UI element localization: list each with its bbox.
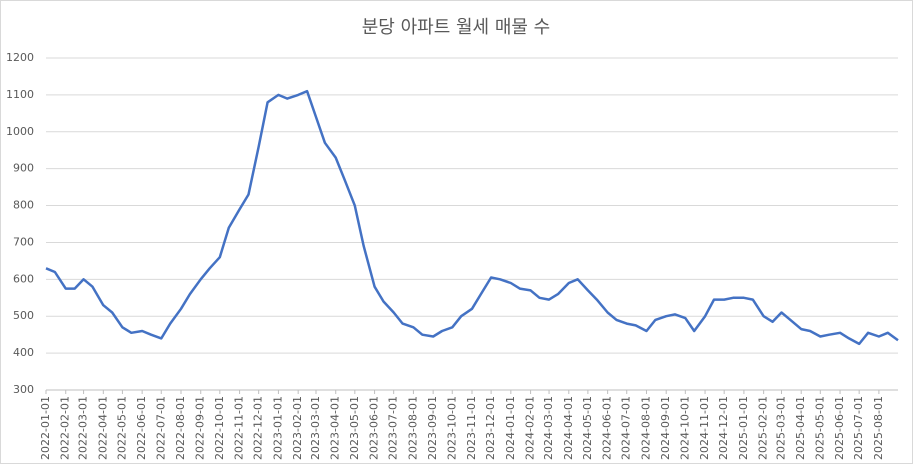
chart-title: 분당 아파트 월세 매물 수 — [362, 17, 551, 38]
x-tick-label: 2024-01-01 — [504, 396, 517, 460]
x-tick-label: 2024-10-01 — [678, 396, 691, 460]
x-tick-label: 2025-07-01 — [852, 396, 865, 460]
x-tick-label: 2025-08-01 — [872, 396, 885, 460]
x-tick-label: 2023-01-01 — [271, 396, 284, 460]
x-tick-label: 2023-02-01 — [291, 396, 304, 460]
x-tick-label: 2025-01-01 — [737, 396, 750, 460]
x-tick-label: 2023-09-01 — [426, 396, 439, 460]
x-tick-label: 2023-03-01 — [309, 396, 322, 460]
x-tick-label: 2025-04-01 — [794, 396, 807, 460]
x-tick-label: 2024-02-01 — [524, 396, 537, 460]
x-tick-label: 2022-10-01 — [213, 396, 226, 460]
x-tick-label: 2024-08-01 — [639, 396, 652, 460]
x-tick-label: 2022-07-01 — [154, 396, 167, 460]
x-tick-label: 2022-03-01 — [77, 396, 90, 460]
y-tick-label: 400 — [13, 346, 34, 359]
x-tick-label: 2024-09-01 — [659, 396, 672, 460]
y-tick-label: 300 — [13, 383, 34, 396]
x-tick-label: 2025-02-01 — [757, 396, 770, 460]
x-tick-label: 2023-07-01 — [387, 396, 400, 460]
x-tick-label: 2024-06-01 — [601, 396, 614, 460]
y-tick-label: 1200 — [6, 51, 34, 64]
y-tick-label: 800 — [13, 199, 34, 212]
x-tick-label: 2022-08-01 — [174, 396, 187, 460]
x-tick-label: 2024-07-01 — [620, 396, 633, 460]
y-tick-label: 500 — [13, 309, 34, 322]
x-tick-label: 2024-04-01 — [562, 396, 575, 460]
x-tick-label: 2023-11-01 — [465, 396, 478, 460]
x-tick-label: 2024-12-01 — [717, 396, 730, 460]
x-tick-label: 2025-03-01 — [774, 396, 787, 460]
x-tick-label: 2024-11-01 — [698, 396, 711, 460]
x-tick-label: 2023-05-01 — [348, 396, 361, 460]
x-tick-label: 2022-12-01 — [252, 396, 265, 460]
x-tick-label: 2022-02-01 — [59, 396, 72, 460]
y-tick-label: 600 — [13, 272, 34, 285]
x-tick-label: 2024-03-01 — [542, 396, 555, 460]
x-tick-label: 2023-10-01 — [445, 396, 458, 460]
x-tick-label: 2023-08-01 — [406, 396, 419, 460]
x-tick-label: 2023-04-01 — [329, 396, 342, 460]
y-tick-label: 1100 — [6, 88, 34, 101]
x-tick-label: 2022-04-01 — [96, 396, 109, 460]
x-tick-label: 2023-06-01 — [368, 396, 381, 460]
x-tick-label: 2022-06-01 — [135, 396, 148, 460]
y-tick-label: 700 — [13, 235, 34, 248]
y-tick-label: 1000 — [6, 125, 34, 138]
x-tick-label: 2024-05-01 — [581, 396, 594, 460]
data-line — [45, 89, 899, 346]
x-tick-label: 2022-11-01 — [233, 396, 246, 460]
x-tick-label: 2025-06-01 — [833, 396, 846, 460]
y-tick-label: 900 — [13, 162, 34, 175]
x-tick-label: 2022-05-01 — [115, 396, 128, 460]
x-tick-label: 2022-09-01 — [194, 396, 207, 460]
x-tick-label: 2023-12-01 — [484, 396, 497, 460]
x-tick-label: 2025-05-01 — [813, 396, 826, 460]
x-tick-label: 2022-01-01 — [39, 396, 52, 460]
